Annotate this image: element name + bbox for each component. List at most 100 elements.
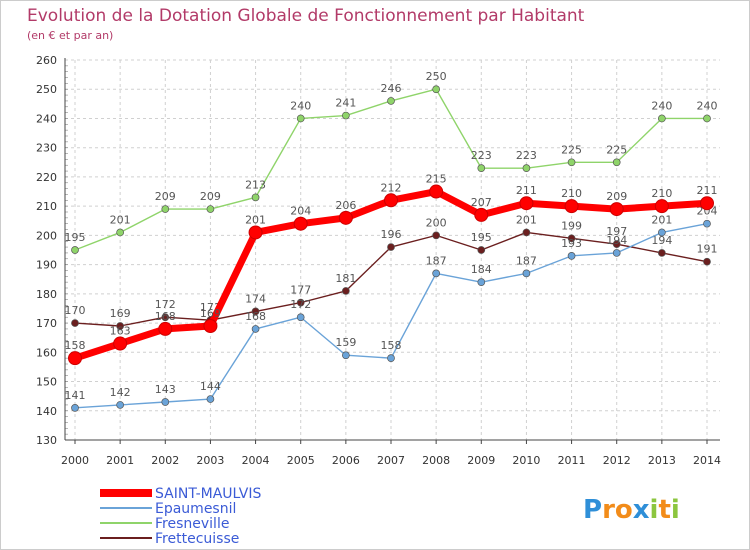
x-tick-label-2000: 2000 xyxy=(61,454,89,467)
point-fresneville-2012 xyxy=(612,158,621,167)
y-tick-label-150: 150 xyxy=(36,376,57,389)
legend-label-frettecuisse: Frettecuisse xyxy=(155,531,239,547)
point-frettecuisse-2012 xyxy=(612,240,621,249)
series-fresneville: 195 201 209 209 213 240 241 246 250 223 223 225 225 2… xyxy=(65,70,718,254)
point-frettecuisse-2000 xyxy=(71,319,79,327)
point-epaumesnil-2004 xyxy=(251,325,260,333)
data-label-fresneville-2008: 250 xyxy=(426,70,447,83)
y-tick-label-230: 230 xyxy=(36,142,57,155)
y-tick-label-170: 170 xyxy=(36,317,57,330)
point-frettecuisse-2006 xyxy=(342,287,350,295)
point-frettecuisse-2001 xyxy=(116,322,124,330)
data-label-fresneville-2006: 241 xyxy=(335,97,356,110)
point-saint-maulvis-2012 xyxy=(609,202,624,217)
point-epaumesnil-2013 xyxy=(658,228,666,237)
point-frettecuisse-2004 xyxy=(251,307,260,316)
x-tick-label-2010: 2010 xyxy=(512,454,540,467)
axes: 130 140 150 160 170 180 190 200 210 220 230 240 250 2… xyxy=(36,54,721,467)
series-saint-maulvis: 158 163 168 169 201 204 206 212 215 207 211 210 209 2… xyxy=(65,173,718,366)
data-label-saint-maulvis-2011: 210 xyxy=(561,187,582,200)
point-fresneville-2005 xyxy=(296,114,305,123)
data-label-epaumesnil-2005: 172 xyxy=(290,298,311,311)
data-label-fresneville-2000: 195 xyxy=(65,231,86,244)
point-saint-maulvis-2010 xyxy=(519,196,534,211)
data-label-frettecuisse-2012: 197 xyxy=(606,225,627,238)
data-label-frettecuisse-2000: 170 xyxy=(65,304,86,317)
proxiti-letter: r xyxy=(602,495,615,525)
data-label-epaumesnil-2014: 204 xyxy=(697,205,718,218)
data-label-frettecuisse-2006: 181 xyxy=(335,272,356,285)
y-tick-label-180: 180 xyxy=(36,288,57,301)
proxiti-letter: o xyxy=(615,495,633,525)
point-epaumesnil-2014 xyxy=(703,219,711,228)
data-label-fresneville-2003: 209 xyxy=(200,190,221,203)
legend-label-saint-maulvis: SAINT-MAULVIS xyxy=(155,486,262,502)
point-fresneville-2001 xyxy=(116,228,124,237)
point-fresneville-2011 xyxy=(567,158,576,167)
point-saint-maulvis-2009 xyxy=(474,207,489,222)
point-fresneville-2013 xyxy=(658,114,666,123)
point-fresneville-2006 xyxy=(342,111,350,120)
point-frettecuisse-2009 xyxy=(477,246,486,254)
point-frettecuisse-2008 xyxy=(432,231,440,240)
data-label-frettecuisse-2010: 201 xyxy=(516,213,537,226)
data-label-frettecuisse-2009: 195 xyxy=(471,231,492,244)
data-label-fresneville-2001: 201 xyxy=(110,213,131,226)
point-epaumesnil-2012 xyxy=(612,249,621,257)
data-label-saint-maulvis-2012: 209 xyxy=(606,190,627,203)
y-tick-label-200: 200 xyxy=(36,229,57,242)
data-label-fresneville-2009: 223 xyxy=(471,149,492,162)
data-label-epaumesnil-2007: 158 xyxy=(381,339,402,352)
point-epaumesnil-2003 xyxy=(206,395,215,403)
data-label-saint-maulvis-2010: 211 xyxy=(516,184,537,197)
grid xyxy=(65,59,720,441)
data-label-epaumesnil-2008: 187 xyxy=(426,254,447,267)
point-fresneville-2010 xyxy=(522,164,531,173)
data-label-saint-maulvis-2004: 201 xyxy=(245,213,266,226)
chart-title: Evolution de la Dotation Globale de Fonc… xyxy=(27,6,585,26)
proxiti-letter: i xyxy=(650,495,659,525)
data-label-epaumesnil-2002: 143 xyxy=(155,383,176,396)
data-label-frettecuisse-2001: 169 xyxy=(110,307,131,320)
data-label-frettecuisse-2013: 194 xyxy=(651,234,672,247)
point-frettecuisse-2005 xyxy=(296,298,305,307)
data-label-epaumesnil-2000: 141 xyxy=(65,389,86,402)
point-saint-maulvis-2014 xyxy=(700,196,714,211)
data-label-saint-maulvis-2000: 158 xyxy=(65,339,86,352)
data-label-saint-maulvis-2013: 210 xyxy=(651,187,672,200)
data-label-fresneville-2002: 209 xyxy=(155,190,176,203)
legend-label-epaumesnil: Epaumesnil xyxy=(155,501,236,517)
point-saint-maulvis-2005 xyxy=(293,216,308,231)
data-label-saint-maulvis-2006: 206 xyxy=(335,199,356,212)
point-fresneville-2002 xyxy=(161,205,170,213)
point-epaumesnil-2001 xyxy=(116,401,124,409)
data-label-saint-maulvis-2005: 204 xyxy=(290,205,311,218)
data-label-fresneville-2007: 246 xyxy=(381,82,402,95)
data-label-epaumesnil-2006: 159 xyxy=(335,336,356,349)
x-tick-label-2007: 2007 xyxy=(377,454,405,467)
point-frettecuisse-2013 xyxy=(658,249,666,257)
point-epaumesnil-2002 xyxy=(161,398,170,406)
data-label-epaumesnil-2011: 193 xyxy=(561,237,582,250)
proxiti-letter: P xyxy=(583,495,602,525)
data-label-saint-maulvis-2002: 168 xyxy=(155,310,176,323)
point-epaumesnil-2008 xyxy=(432,269,440,278)
data-label-frettecuisse-2004: 174 xyxy=(245,292,266,305)
point-fresneville-2004 xyxy=(251,193,260,202)
point-saint-maulvis-2008 xyxy=(429,184,444,199)
y-tick-label-250: 250 xyxy=(36,83,57,96)
x-tick-label-2009: 2009 xyxy=(467,454,495,467)
data-label-fresneville-2010: 223 xyxy=(516,149,537,162)
point-fresneville-2009 xyxy=(477,164,486,173)
data-label-saint-maulvis-2008: 215 xyxy=(426,173,447,186)
point-fresneville-2014 xyxy=(703,114,711,123)
y-tick-label-210: 210 xyxy=(36,200,57,213)
point-fresneville-2007 xyxy=(387,97,395,105)
proxiti-letter: t xyxy=(658,495,670,525)
proxiti-logo: Proxiti xyxy=(583,495,680,525)
point-saint-maulvis-2000 xyxy=(68,351,82,366)
data-label-frettecuisse-2008: 200 xyxy=(426,216,447,229)
data-label-fresneville-2012: 225 xyxy=(606,143,627,156)
